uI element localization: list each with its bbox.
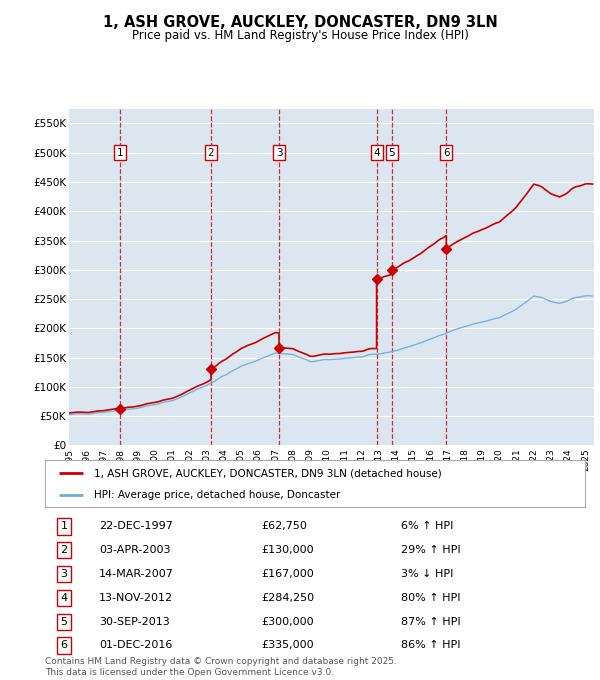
Text: 3% ↓ HPI: 3% ↓ HPI <box>401 569 454 579</box>
Text: 5: 5 <box>388 148 395 158</box>
Text: 80% ↑ HPI: 80% ↑ HPI <box>401 593 461 603</box>
Text: 6: 6 <box>443 148 449 158</box>
Text: 6% ↑ HPI: 6% ↑ HPI <box>401 522 454 532</box>
Text: £167,000: £167,000 <box>261 569 314 579</box>
Text: £335,000: £335,000 <box>261 641 314 651</box>
Text: 2: 2 <box>208 148 214 158</box>
Text: 6: 6 <box>61 641 67 651</box>
Text: 14-MAR-2007: 14-MAR-2007 <box>99 569 174 579</box>
Text: 86% ↑ HPI: 86% ↑ HPI <box>401 641 461 651</box>
Text: 5: 5 <box>61 617 67 627</box>
Text: 1: 1 <box>61 522 67 532</box>
Text: 30-SEP-2013: 30-SEP-2013 <box>99 617 170 627</box>
Text: 3: 3 <box>61 569 67 579</box>
Text: 22-DEC-1997: 22-DEC-1997 <box>99 522 173 532</box>
Text: £130,000: £130,000 <box>261 545 314 556</box>
Text: 13-NOV-2012: 13-NOV-2012 <box>99 593 173 603</box>
Text: 1, ASH GROVE, AUCKLEY, DONCASTER, DN9 3LN (detached house): 1, ASH GROVE, AUCKLEY, DONCASTER, DN9 3L… <box>94 469 442 478</box>
Text: 29% ↑ HPI: 29% ↑ HPI <box>401 545 461 556</box>
Text: 2: 2 <box>61 545 67 556</box>
Text: 3: 3 <box>275 148 283 158</box>
Text: Contains HM Land Registry data © Crown copyright and database right 2025.
This d: Contains HM Land Registry data © Crown c… <box>45 657 397 677</box>
Text: 4: 4 <box>61 593 67 603</box>
Text: £284,250: £284,250 <box>261 593 314 603</box>
Text: HPI: Average price, detached house, Doncaster: HPI: Average price, detached house, Donc… <box>94 490 340 500</box>
Text: 01-DEC-2016: 01-DEC-2016 <box>99 641 172 651</box>
Text: Price paid vs. HM Land Registry's House Price Index (HPI): Price paid vs. HM Land Registry's House … <box>131 29 469 42</box>
Text: 1: 1 <box>117 148 124 158</box>
Text: 1, ASH GROVE, AUCKLEY, DONCASTER, DN9 3LN: 1, ASH GROVE, AUCKLEY, DONCASTER, DN9 3L… <box>103 15 497 30</box>
Text: £62,750: £62,750 <box>261 522 307 532</box>
Text: 87% ↑ HPI: 87% ↑ HPI <box>401 617 461 627</box>
Text: £300,000: £300,000 <box>261 617 314 627</box>
Text: 03-APR-2003: 03-APR-2003 <box>99 545 170 556</box>
Text: 4: 4 <box>373 148 380 158</box>
